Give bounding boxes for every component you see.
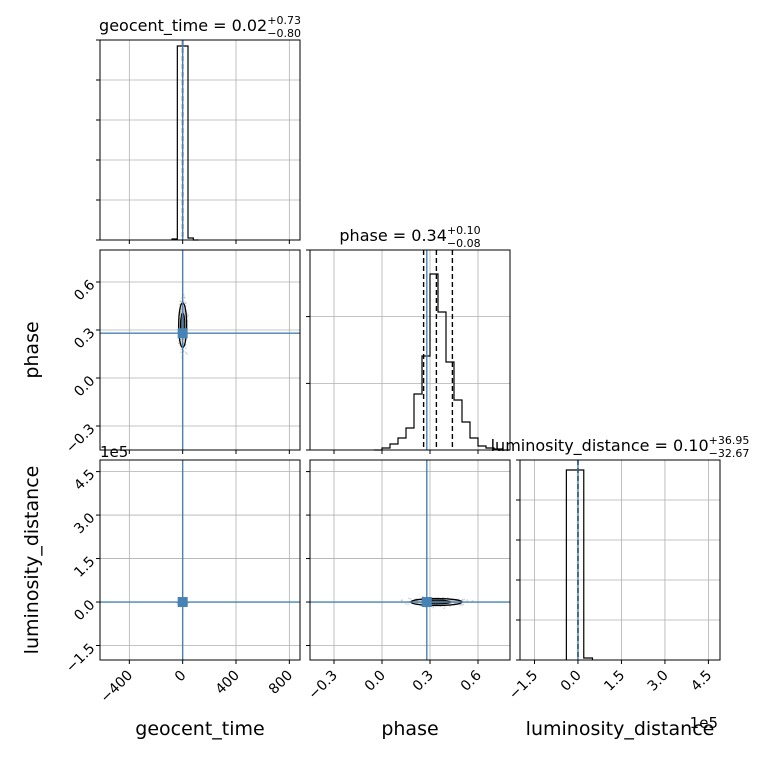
panel-geocent_time-vs-phase-sample-point	[185, 302, 187, 305]
panel-geocent_time-vs-phase-sample-point	[185, 351, 187, 354]
xtick-label-phase: 0.0	[362, 668, 389, 695]
ylabel-luminosity_distance: luminosity_distance	[21, 466, 43, 655]
panel-geocent_time-frame	[99, 39, 301, 241]
xtick-label-phase: 0.6	[458, 667, 485, 694]
xtick-label-phase: 0.3	[410, 668, 437, 695]
panel-geocent_time-vs-phase-sample-point	[180, 348, 182, 351]
xlabel-luminosity_distance: luminosity_distance	[526, 718, 715, 740]
xtick-label-luminosity_distance: 3.0	[645, 668, 672, 695]
xtick-label-luminosity_distance: −1.5	[506, 668, 541, 703]
xtick-label-geocent_time: 800	[266, 668, 296, 698]
xlabel-geocent_time: geocent_time	[135, 718, 264, 740]
panel-luminosity_distance-frame	[519, 459, 721, 661]
ytick-label-phase: −0.3	[63, 421, 98, 456]
ytick-label-phase: 0.6	[71, 277, 98, 304]
panel-geocent_time-vs-phase-sample-point	[179, 300, 182, 303]
title-minus-luminosity_distance: −32.67	[709, 447, 750, 460]
xtick-label-geocent_time: −400	[98, 668, 137, 707]
title-plus-luminosity_distance: +36.95	[709, 434, 750, 447]
panel-phase-histogram	[374, 273, 510, 451]
panel-phase-vs-luminosity_distance-sample-point	[443, 607, 446, 610]
ytick-label-luminosity_distance: 0.0	[71, 597, 98, 624]
title-minus-phase: −0.08	[447, 237, 481, 250]
xtick-label-geocent_time: 0	[172, 668, 190, 686]
title-main-luminosity_distance: luminosity_distance = 0.10	[491, 436, 709, 456]
panel-phase-vs-luminosity_distance-sample-point	[463, 598, 466, 601]
data-layer	[100, 40, 594, 660]
panel-phase-vs-luminosity_distance-sample-point	[432, 606, 435, 609]
ytick-label-phase: 0.0	[71, 373, 98, 400]
title-minus-geocent_time: −0.80	[267, 27, 301, 40]
panel-phase-vs-luminosity_distance-sample-point	[442, 596, 445, 599]
ytick-label-luminosity_distance: −1.5	[63, 641, 98, 676]
panel-phase-vs-luminosity_distance-sample-point	[407, 603, 409, 606]
xlabel-phase: phase	[381, 718, 438, 740]
xtick-label-luminosity_distance: 1.5	[601, 668, 628, 695]
title-main-phase: phase = 0.34	[339, 226, 446, 245]
xoffset-label: 1e5	[690, 714, 718, 732]
panel-phase-vs-luminosity_distance-truth-marker	[421, 597, 432, 608]
panel-geocent_time-vs-phase-truth-marker	[177, 328, 188, 339]
panel-geocent_time-vs-phase-sample-point	[185, 352, 188, 355]
panel-geocent_time-vs-phase-sample-point	[183, 296, 186, 299]
panel-phase-vs-luminosity_distance-sample-point	[461, 604, 464, 606]
panel-geocent_time-vs-phase-sample-point	[185, 347, 187, 350]
panel-geocent_time-vs-phase-sample-point	[182, 293, 185, 296]
frame-layer	[96, 39, 721, 664]
panel-phase-vs-luminosity_distance-sample-point	[409, 598, 412, 600]
title-geocent_time: geocent_time = 0.02 +0.73−0.80	[99, 14, 301, 40]
panel-phase-vs-luminosity_distance-sample-point	[404, 602, 407, 605]
panel-geocent_time-vs-phase-frame	[99, 249, 301, 451]
panel-geocent_time-vs-phase-sample-point	[179, 351, 182, 354]
panel-geocent_time-vs-phase-sample-point	[187, 314, 189, 317]
xtick-label-phase: −0.3	[305, 668, 340, 703]
xtick-label-luminosity_distance: 0.0	[558, 668, 585, 695]
xtick-label-luminosity_distance: 4.5	[688, 668, 715, 695]
panel-geocent_time-vs-luminosity_distance-frame	[99, 459, 301, 661]
title-plus-phase: +0.10	[447, 224, 481, 237]
panel-phase-vs-luminosity_distance-sample-point	[407, 597, 410, 600]
title-main-geocent_time: geocent_time = 0.02	[99, 16, 267, 36]
title-phase: phase = 0.34 +0.10−0.08	[339, 224, 480, 250]
panel-phase-vs-luminosity_distance-frame	[309, 459, 511, 661]
panel-geocent_time-vs-phase-sample-point	[183, 310, 186, 312]
panel-phase-vs-luminosity_distance-sample-point	[466, 599, 469, 601]
ytick-label-luminosity_distance: 3.0	[71, 510, 98, 537]
panel-phase-vs-luminosity_distance-sample-point	[401, 599, 403, 602]
panel-geocent_time-vs-luminosity_distance-truth-marker	[177, 597, 188, 608]
panel-geocent_time-histogram	[171, 45, 199, 241]
ytick-label-luminosity_distance: 1.5	[71, 554, 98, 581]
ytick-label-luminosity_distance: 4.5	[71, 467, 98, 494]
grid-layer	[100, 39, 720, 661]
panel-geocent_time-vs-phase-sample-point	[177, 342, 180, 345]
panel-phase-frame	[309, 249, 511, 451]
yoffset-label: 1e5	[100, 443, 128, 461]
ytick-label-phase: 0.3	[71, 325, 98, 352]
text-layer: −0.3 0.0 0.3 0.6 −400 0 400 800 −1.5 0.0 1.5 3.0 4.5…	[21, 14, 749, 740]
ylabel-phase: phase	[21, 321, 43, 378]
title-luminosity_distance: luminosity_distance = 0.10 +36.95−32.67	[491, 434, 750, 460]
title-plus-geocent_time: +0.73	[267, 14, 301, 27]
panel-geocent_time-vs-phase-sample-point	[179, 312, 182, 314]
panel-luminosity_distance-histogram	[565, 469, 594, 660]
xtick-label-geocent_time: 400	[213, 668, 243, 698]
